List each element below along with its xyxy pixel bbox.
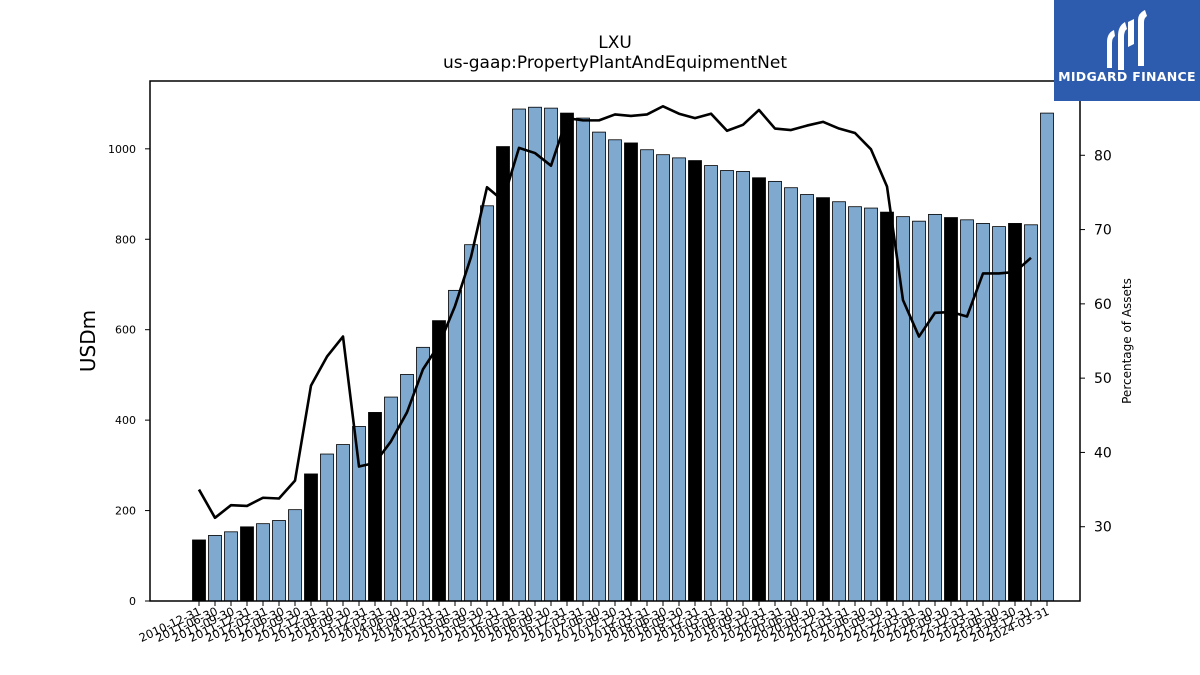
bar	[608, 139, 622, 602]
bar	[944, 217, 958, 602]
bar	[720, 170, 734, 602]
bar	[400, 374, 414, 602]
y-tick-label: 0	[129, 595, 136, 608]
bar	[448, 289, 462, 602]
bar	[336, 444, 350, 602]
bar	[576, 117, 590, 602]
bar	[992, 226, 1006, 602]
logo-background	[1054, 0, 1200, 101]
bar	[464, 244, 478, 602]
bar	[1024, 224, 1038, 602]
bar	[928, 213, 942, 602]
bar	[416, 346, 430, 602]
bar	[352, 426, 366, 602]
bar	[864, 207, 878, 602]
bar	[560, 112, 574, 602]
brand-name: MIDGARD FINANCE	[1058, 69, 1196, 84]
y-right-tick-label: 30	[1094, 520, 1112, 536]
y-axis-left: 0 200 400 600 800 1000	[108, 143, 150, 608]
y-axis-label: USDm	[76, 310, 100, 372]
bar	[656, 154, 670, 602]
bar	[208, 535, 222, 602]
bar	[512, 108, 526, 602]
bar	[1040, 112, 1054, 602]
bar	[832, 201, 846, 602]
bar	[288, 509, 302, 602]
bar	[752, 177, 766, 602]
bar	[544, 107, 558, 602]
bar	[816, 197, 830, 602]
bars-group	[192, 106, 1054, 602]
bar	[672, 157, 686, 602]
bar	[240, 526, 254, 602]
bar	[368, 412, 382, 602]
percentage-line	[197, 104, 1032, 520]
bar	[768, 180, 782, 602]
chart-title: LXU	[598, 33, 632, 53]
brand-logo: MIDGARD FINANCE	[1054, 0, 1200, 101]
y-right-tick-label: 40	[1094, 445, 1112, 461]
bar	[800, 194, 814, 602]
x-axis: 2010-12-312011-06-302011-09-302011-12-31…	[137, 601, 1051, 645]
bar	[496, 146, 510, 602]
bar	[1008, 223, 1022, 602]
bar	[640, 149, 654, 602]
y-tick-label: 600	[115, 324, 136, 337]
y-tick-label: 800	[115, 233, 136, 246]
bar	[432, 320, 446, 602]
y-axis-label-right: Percentage of Assets	[1120, 278, 1134, 404]
bar	[960, 219, 974, 602]
bar	[704, 165, 718, 602]
bar	[304, 473, 318, 602]
bar	[192, 539, 206, 602]
y-tick-label: 1000	[108, 143, 136, 156]
bar	[976, 223, 990, 602]
bar	[384, 396, 398, 602]
bar	[592, 131, 606, 602]
bar	[784, 187, 798, 602]
bar	[848, 206, 862, 602]
y-right-tick-label: 50	[1094, 371, 1112, 387]
bar	[480, 205, 494, 602]
y-tick-label: 200	[115, 505, 136, 518]
bar	[224, 531, 238, 602]
chart-subtitle: us-gaap:PropertyPlantAndEquipmentNet	[443, 53, 787, 73]
bar	[320, 453, 334, 602]
bar	[624, 142, 638, 602]
y-right-tick-label: 60	[1094, 297, 1112, 313]
bar	[256, 523, 270, 602]
y-axis-right: 30 40 50 60 70 80	[1080, 148, 1112, 536]
bar	[880, 211, 894, 602]
y-right-tick-label: 80	[1094, 148, 1112, 164]
y-right-tick-label: 70	[1094, 223, 1112, 239]
bar	[272, 520, 286, 602]
logo-icon	[1107, 10, 1147, 70]
bar	[688, 160, 702, 602]
bar	[912, 220, 926, 602]
bar	[528, 106, 542, 602]
bar	[736, 171, 750, 602]
y-tick-label: 400	[115, 414, 136, 427]
